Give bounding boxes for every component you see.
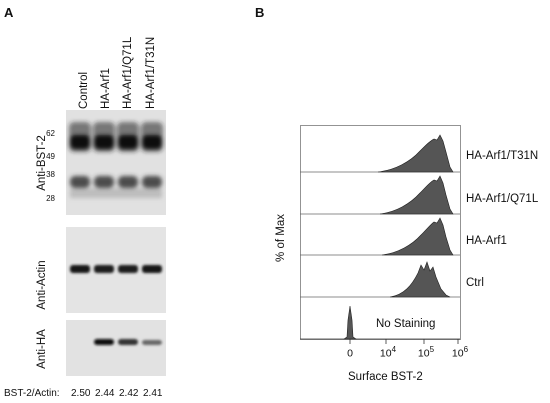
lane-label-control: Control — [78, 71, 90, 109]
x-tick-10-5: 105 — [417, 345, 435, 360]
histogram-q71l — [379, 175, 454, 215]
histogram-ha-arf1 — [381, 217, 454, 256]
x-axis-label: Surface BST-2 — [348, 371, 423, 383]
ratio-label: BST-2/Actin: — [4, 388, 60, 399]
histogram-no-staining — [343, 305, 357, 340]
blot-bst2 — [66, 110, 166, 215]
blot-label-ha: Anti-HA — [36, 329, 48, 369]
y-axis-label: % of Max — [275, 214, 287, 262]
lane-label-ha-arf1-q71l: HA-Arf1/Q71L — [122, 36, 134, 109]
blot-label-actin: Anti-Actin — [36, 260, 48, 310]
ratio-q71l: 2.42 — [119, 388, 139, 399]
marker-62: 62 — [46, 129, 55, 138]
row-label-q71l: HA-Arf1/Q71L — [466, 193, 539, 205]
x-tick-10-4: 104 — [379, 345, 397, 360]
panel-a-letter: A — [4, 5, 14, 20]
marker-28: 28 — [46, 194, 55, 203]
blot-label-bst2: Anti-BST-2 — [36, 135, 48, 191]
marker-49: 49 — [46, 152, 55, 161]
ratio-ha-arf1: 2.44 — [95, 388, 115, 399]
row-label-no-staining: No Staining — [376, 318, 436, 330]
row-label-ctrl: Ctrl — [466, 277, 484, 289]
x-tick-0: 0 — [347, 347, 353, 360]
blot-actin — [66, 227, 166, 313]
histogram-ctrl — [389, 261, 451, 298]
row-label-t31n: HA-Arf1/T31N — [466, 150, 539, 162]
lane-label-ha-arf1: HA-Arf1 — [100, 68, 112, 109]
ratio-t31n: 2.41 — [143, 388, 163, 399]
marker-38: 38 — [46, 170, 55, 179]
blot-ha — [66, 320, 166, 376]
ratio-control: 2.50 — [71, 388, 91, 399]
lane-label-ha-arf1-t31n: HA-Arf1/T31N — [145, 36, 157, 109]
histogram-t31n — [377, 134, 454, 173]
x-tick-10-6: 106 — [451, 345, 469, 360]
panel-b-letter: B — [255, 5, 265, 20]
flow-histogram-plot — [300, 125, 461, 344]
row-label-ha-arf1: HA-Arf1 — [466, 235, 507, 247]
